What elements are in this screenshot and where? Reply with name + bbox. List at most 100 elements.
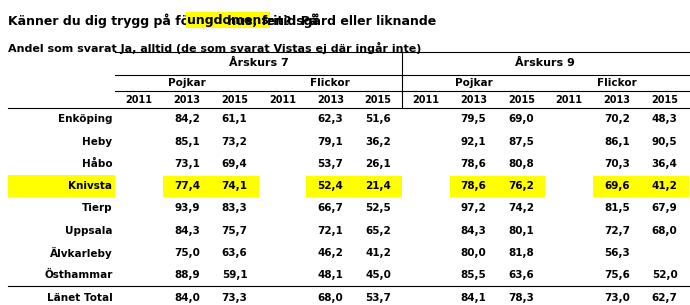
Text: Älvkarleby: Älvkarleby — [50, 247, 112, 259]
Text: Knivsta: Knivsta — [68, 181, 112, 191]
Text: Pojkar: Pojkar — [168, 78, 206, 88]
Text: Uppsala: Uppsala — [65, 226, 112, 236]
Text: 78,3: 78,3 — [509, 292, 534, 303]
Text: 88,9: 88,9 — [174, 270, 199, 280]
Text: Känner du dig trygg på följande ställen?: På: Känner du dig trygg på följande ställen?… — [8, 14, 323, 28]
Text: Enköping: Enköping — [58, 114, 112, 124]
Bar — [497, 175, 545, 197]
Text: ungdomens: ungdomens — [187, 14, 268, 27]
Text: 2011: 2011 — [413, 95, 440, 105]
Text: 51,6: 51,6 — [365, 114, 391, 124]
Text: 84,2: 84,2 — [174, 114, 200, 124]
Text: 36,4: 36,4 — [652, 159, 678, 169]
Text: 83,3: 83,3 — [221, 203, 248, 213]
Text: 62,7: 62,7 — [652, 292, 678, 303]
Text: 2013: 2013 — [460, 95, 487, 105]
Text: Östhammar: Östhammar — [44, 270, 112, 280]
Text: 41,2: 41,2 — [652, 181, 678, 191]
Bar — [8, 175, 115, 197]
Text: 41,2: 41,2 — [365, 248, 391, 258]
Text: 87,5: 87,5 — [509, 137, 534, 147]
Text: 69,6: 69,6 — [604, 181, 630, 191]
Text: 80,0: 80,0 — [461, 248, 486, 258]
Bar — [211, 175, 259, 197]
Text: 90,5: 90,5 — [652, 137, 678, 147]
Text: 53,7: 53,7 — [365, 292, 391, 303]
Text: 70,3: 70,3 — [604, 159, 630, 169]
Bar — [450, 175, 497, 197]
Text: 68,0: 68,0 — [317, 292, 343, 303]
Text: 85,5: 85,5 — [461, 270, 486, 280]
Text: 46,2: 46,2 — [317, 248, 343, 258]
Text: 79,5: 79,5 — [461, 114, 486, 124]
Text: 67,9: 67,9 — [652, 203, 678, 213]
Text: 79,1: 79,1 — [317, 137, 343, 147]
Bar — [354, 175, 402, 197]
Text: 2013: 2013 — [317, 95, 344, 105]
Text: 73,3: 73,3 — [221, 292, 248, 303]
Text: 2015: 2015 — [651, 95, 678, 105]
Text: 73,0: 73,0 — [604, 292, 630, 303]
Text: 65,2: 65,2 — [365, 226, 391, 236]
Text: Årskurs 7: Årskurs 7 — [228, 58, 288, 68]
Text: Tierp: Tierp — [82, 203, 112, 213]
Text: hus, fritidsgård eller liknande: hus, fritidsgård eller liknande — [222, 14, 436, 28]
Text: 2015: 2015 — [221, 95, 248, 105]
Text: 84,0: 84,0 — [174, 292, 200, 303]
Text: 2015: 2015 — [508, 95, 535, 105]
Text: 74,2: 74,2 — [509, 203, 534, 213]
Text: 72,1: 72,1 — [317, 226, 343, 236]
Bar — [306, 175, 354, 197]
Text: Håbo: Håbo — [82, 159, 112, 169]
Text: 75,0: 75,0 — [174, 248, 200, 258]
Point — [397, 50, 406, 54]
Text: 68,0: 68,0 — [652, 226, 678, 236]
Text: 85,1: 85,1 — [174, 137, 200, 147]
Text: 73,2: 73,2 — [221, 137, 248, 147]
Text: 66,7: 66,7 — [317, 203, 343, 213]
Text: 63,6: 63,6 — [221, 248, 248, 258]
Text: 78,6: 78,6 — [461, 159, 486, 169]
Text: Flickor: Flickor — [597, 78, 637, 88]
Text: Årskurs 9: Årskurs 9 — [515, 58, 575, 68]
Text: Andel som svarat Ja, alltid (de som svarat Vistas ej där ingår inte): Andel som svarat Ja, alltid (de som svar… — [8, 42, 422, 54]
Text: 77,4: 77,4 — [174, 181, 200, 191]
Text: 52,4: 52,4 — [317, 181, 343, 191]
Text: 72,7: 72,7 — [604, 226, 630, 236]
Text: 80,8: 80,8 — [509, 159, 534, 169]
Text: 26,1: 26,1 — [365, 159, 391, 169]
Text: 81,8: 81,8 — [509, 248, 534, 258]
Text: 92,1: 92,1 — [461, 137, 486, 147]
Text: 48,1: 48,1 — [317, 270, 343, 280]
Text: 2011: 2011 — [126, 95, 152, 105]
Bar — [593, 175, 641, 197]
Text: 76,2: 76,2 — [509, 181, 534, 191]
Text: Heby: Heby — [82, 137, 112, 147]
Text: 2015: 2015 — [364, 95, 391, 105]
Text: 53,7: 53,7 — [317, 159, 343, 169]
Text: 21,4: 21,4 — [365, 181, 391, 191]
Text: 78,6: 78,6 — [461, 181, 486, 191]
Text: 56,3: 56,3 — [604, 248, 630, 258]
Text: 86,1: 86,1 — [604, 137, 630, 147]
Text: 59,1: 59,1 — [222, 270, 248, 280]
Text: Pojkar: Pojkar — [455, 78, 493, 88]
Bar — [641, 175, 689, 197]
Text: 81,5: 81,5 — [604, 203, 630, 213]
Text: 74,1: 74,1 — [221, 181, 248, 191]
Text: 45,0: 45,0 — [365, 270, 391, 280]
Text: 69,4: 69,4 — [221, 159, 248, 169]
Text: 93,9: 93,9 — [174, 203, 199, 213]
Text: 2011: 2011 — [555, 95, 582, 105]
Text: 75,7: 75,7 — [221, 226, 248, 236]
Text: 97,2: 97,2 — [461, 203, 486, 213]
Text: 61,1: 61,1 — [221, 114, 248, 124]
Text: 52,0: 52,0 — [652, 270, 678, 280]
Text: 63,6: 63,6 — [509, 270, 534, 280]
Point — [397, 106, 406, 110]
Text: 2013: 2013 — [173, 95, 200, 105]
Text: 84,1: 84,1 — [461, 292, 486, 303]
Text: 84,3: 84,3 — [461, 226, 486, 236]
Text: 84,3: 84,3 — [174, 226, 200, 236]
Text: 52,5: 52,5 — [365, 203, 391, 213]
